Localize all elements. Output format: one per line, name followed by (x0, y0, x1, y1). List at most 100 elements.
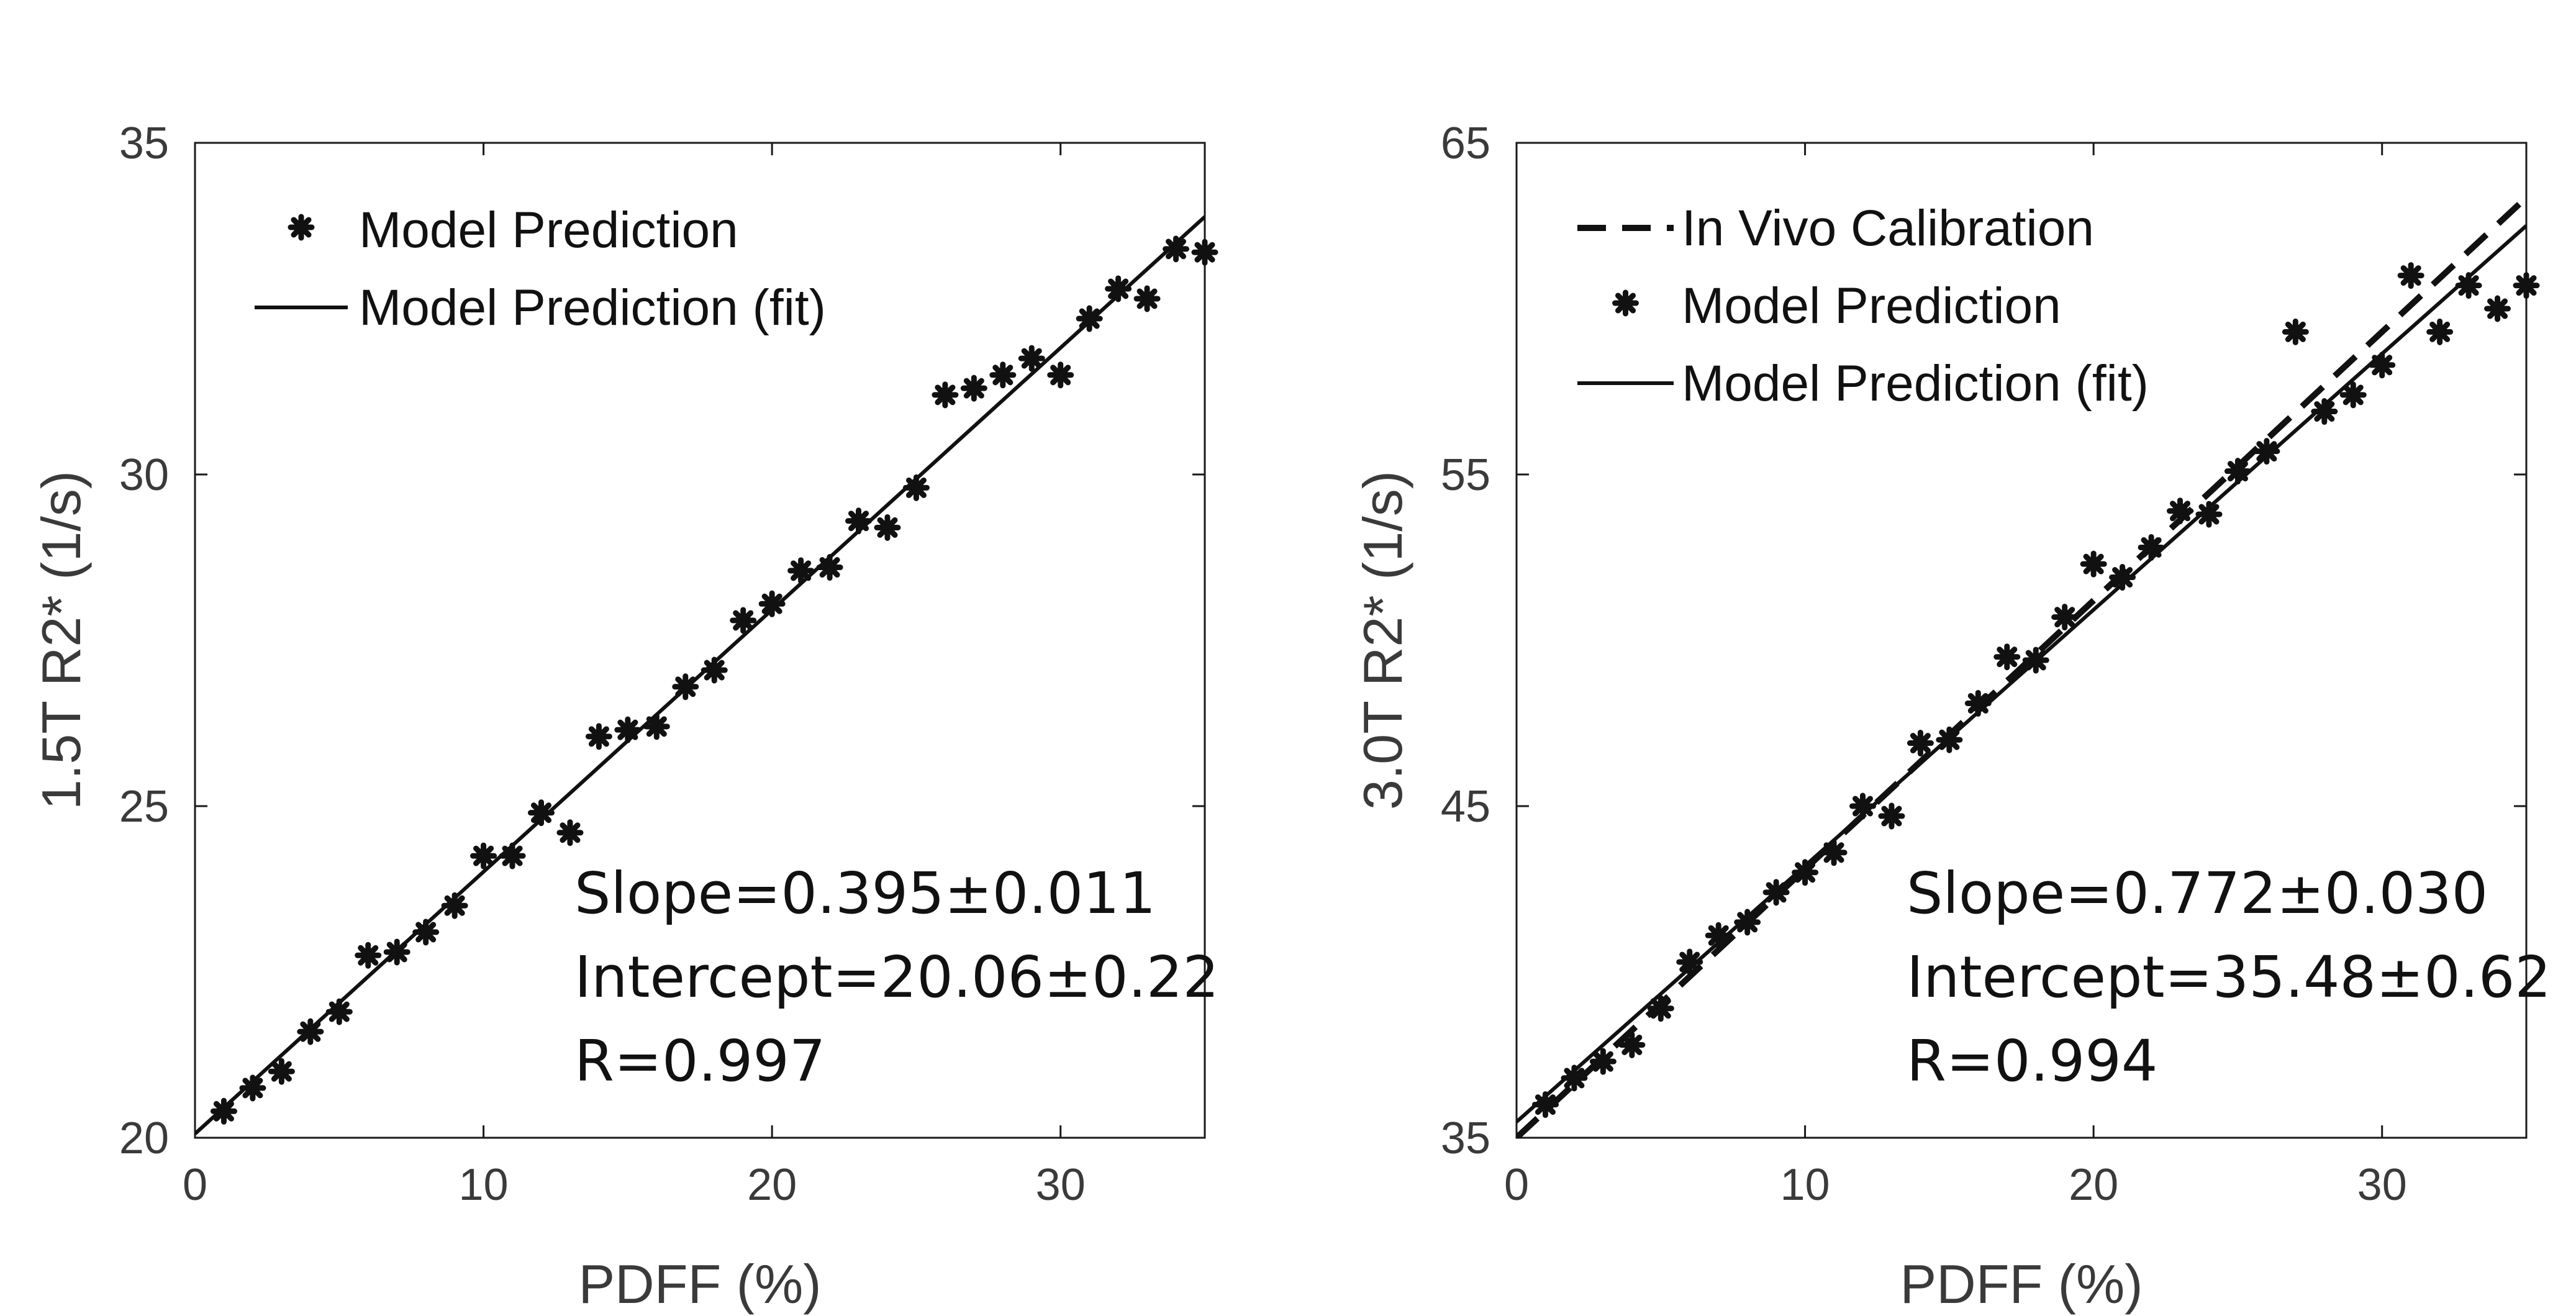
fit-statistic: Slope=0.395±0.011 (574, 860, 1156, 927)
data-point (816, 554, 843, 581)
marker-stroke (213, 1100, 234, 1122)
data-point (2369, 352, 2396, 379)
x-axis-title: PDFF (%) (1900, 1253, 2143, 1315)
data-point (1618, 1031, 1646, 1058)
marker-stroke (646, 716, 667, 737)
marker-stroke (963, 378, 984, 399)
data-point (960, 374, 987, 402)
data-point (2109, 564, 2136, 591)
marker-stroke (1795, 862, 1816, 883)
legend-marker (1612, 289, 1639, 317)
marker-stroke (1967, 692, 1989, 714)
marker-stroke (2025, 650, 2046, 671)
marker-stroke (1823, 842, 1844, 863)
marker-stroke (1621, 1034, 1643, 1056)
marker-stroke (2400, 265, 2421, 286)
chart-panel-1: 0 10 20 30 20 25 30 35 PDFF (%) 1.5T R2* (1/s) Mod… (30, 119, 1219, 1315)
marker-stroke (444, 895, 465, 916)
marker-stroke (502, 845, 523, 866)
marker-stroke (877, 517, 898, 538)
marker-stroke (761, 593, 782, 614)
x-tick-label: 30 (2357, 1160, 2407, 1210)
data-point (787, 557, 815, 584)
data-point (470, 842, 497, 869)
data-point (1191, 238, 1218, 266)
marker-stroke (617, 719, 638, 740)
data-point (441, 892, 468, 919)
data-point (1076, 305, 1103, 332)
data-point (2195, 501, 2223, 528)
data-point (1964, 689, 1992, 717)
x-tick-label: 10 (459, 1160, 509, 1210)
legend-marker (288, 214, 315, 241)
marker-stroke (291, 217, 312, 238)
data-point (758, 590, 786, 617)
data-point (874, 514, 901, 541)
data-point (556, 819, 584, 846)
marker-stroke (2141, 537, 2162, 558)
data-point (1163, 235, 1190, 263)
marker-stroke (2112, 567, 2133, 588)
legend-label: Model Prediction (fit) (1682, 355, 2149, 412)
data-point (1734, 909, 1761, 936)
marker-stroke (1708, 925, 1729, 946)
y-tick-label: 45 (1441, 782, 1490, 832)
data-point (1105, 275, 1132, 302)
data-point (2426, 318, 2454, 345)
data-point (1705, 922, 1732, 949)
marker-stroke (2516, 275, 2537, 296)
marker-stroke (1737, 912, 1758, 933)
marker-stroke (2198, 504, 2220, 525)
marker-stroke (1766, 882, 1787, 903)
marker-stroke (1939, 729, 1960, 750)
calibration-line (1517, 195, 2526, 1138)
data-point (902, 474, 930, 501)
data-point (1133, 285, 1161, 312)
data-point (210, 1097, 237, 1125)
data-point (1820, 839, 1848, 866)
marker-stroke (1615, 293, 1636, 314)
marker-stroke (2458, 275, 2479, 296)
data-point (2138, 533, 2165, 561)
data-point (701, 656, 728, 684)
marker-stroke (1021, 348, 1042, 369)
fit-statistic: Slope=0.772±0.030 (1907, 860, 2488, 927)
legend-label: Model Prediction (359, 202, 738, 258)
marker-stroke (415, 922, 437, 943)
marker-stroke (1592, 1051, 1613, 1072)
data-point (614, 716, 642, 743)
data-point (845, 507, 873, 535)
legend-label: In Vivo Calibration (1682, 200, 2094, 256)
data-point (1878, 802, 1905, 830)
marker-stroke (1881, 805, 1902, 827)
y-tick-label: 55 (1441, 450, 1490, 500)
data-point (2484, 295, 2511, 322)
marker-stroke (329, 1001, 350, 1022)
x-tick-label: 10 (1780, 1160, 1830, 1210)
plot-area (1517, 195, 2526, 1138)
marker-stroke (675, 676, 696, 697)
data-point (2282, 318, 2309, 345)
marker-stroke (791, 560, 812, 581)
x-tick-label: 20 (747, 1160, 797, 1210)
data-point (297, 1018, 324, 1045)
marker-stroke (530, 802, 552, 824)
fit-statistic: Intercept=20.06±0.22 (574, 944, 1219, 1010)
marker-stroke (473, 845, 494, 866)
marker-stroke (992, 365, 1014, 386)
data-point (527, 799, 555, 827)
data-point (1047, 361, 1074, 389)
data-point (239, 1074, 266, 1102)
marker-stroke (386, 942, 407, 963)
data-point (643, 713, 670, 740)
data-point (1647, 995, 1674, 1022)
data-point (383, 938, 410, 966)
marker-stroke (560, 822, 581, 843)
plot-area (195, 215, 1205, 1135)
data-point (268, 1058, 295, 1085)
marker-stroke (2429, 321, 2451, 342)
marker-stroke (358, 945, 379, 966)
chart-panel-2: 0 10 20 30 35 45 55 65 PDFF (%) 3.0T R2* (1/s) In … (1352, 119, 2551, 1315)
marker-stroke (1166, 238, 1187, 260)
